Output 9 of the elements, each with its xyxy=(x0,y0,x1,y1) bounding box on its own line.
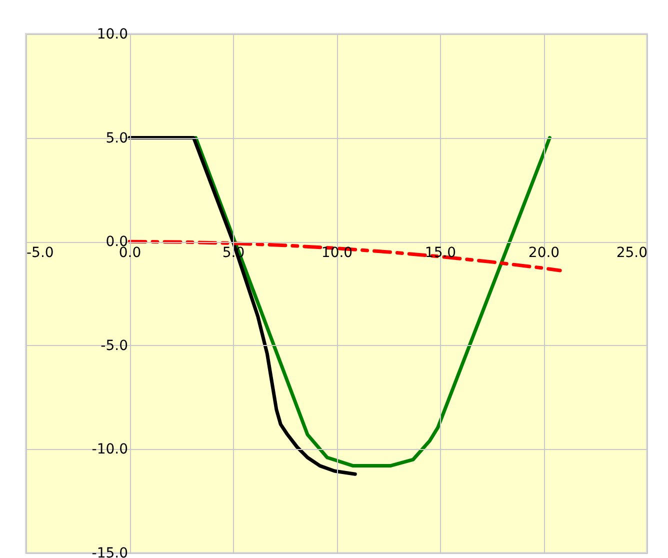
x-tick-label: 25.0 xyxy=(616,245,648,262)
y-tick-label: -10.0 xyxy=(92,442,128,458)
x-tick-label: 20.0 xyxy=(528,245,560,262)
y-tick-label: -5.0 xyxy=(100,338,128,354)
y-tick-label: 10.0 xyxy=(96,26,128,42)
y-tick-label: 5.0 xyxy=(106,130,128,146)
y-tick-label: -15.0 xyxy=(92,546,128,558)
x-tick-label: 10.0 xyxy=(321,245,353,262)
x-tick-label: -5.0 xyxy=(26,245,54,262)
